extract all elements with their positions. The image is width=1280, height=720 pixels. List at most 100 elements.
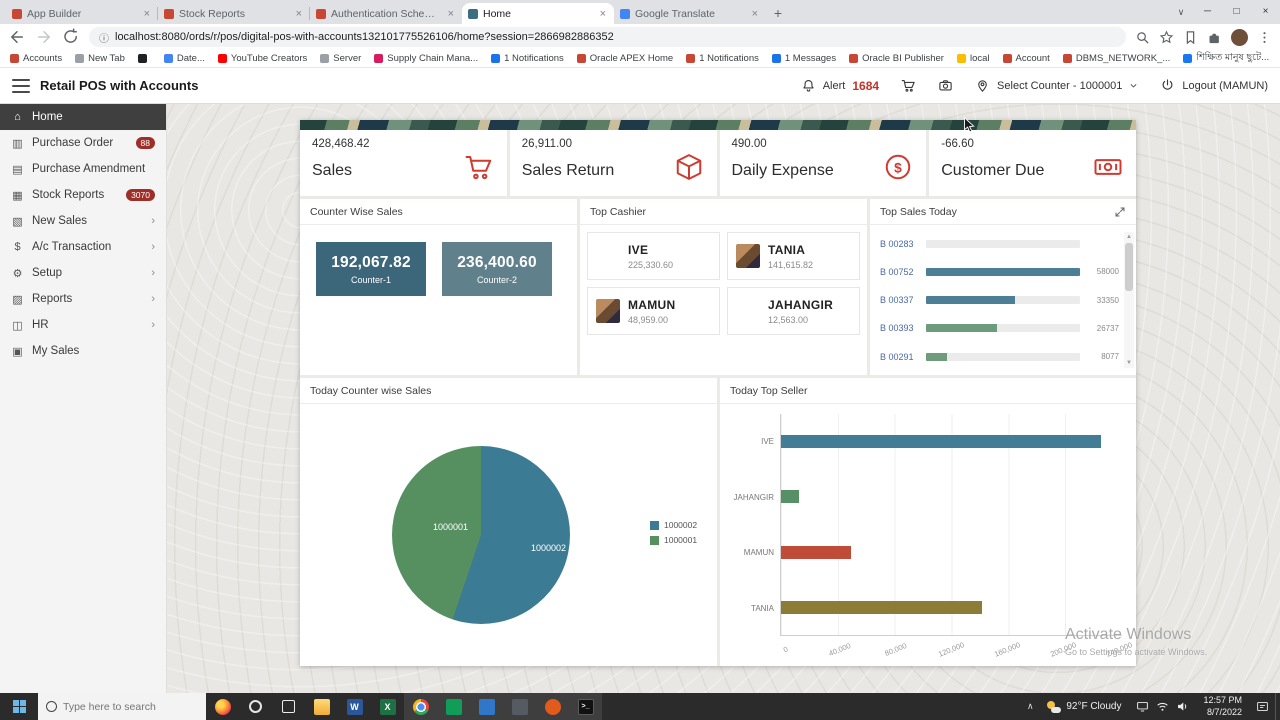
bookmark-item[interactable]: 1 Messages xyxy=(771,53,836,64)
counter-2-tile[interactable]: 236,400.60 Counter-2 xyxy=(442,242,552,296)
show-desktop-button[interactable] xyxy=(1275,693,1280,720)
nav-menu-icon[interactable] xyxy=(12,78,30,93)
bookmark-item[interactable]: New Tab xyxy=(75,53,125,64)
counter-select[interactable]: Select Counter - 1000001 xyxy=(997,79,1123,92)
bookmark-item[interactable]: local xyxy=(956,53,990,64)
alert-count[interactable]: 1684 xyxy=(852,78,880,93)
firefox-icon[interactable] xyxy=(206,693,239,720)
network-icon[interactable] xyxy=(1156,700,1169,713)
back-icon[interactable] xyxy=(8,28,26,46)
pie-legend-item[interactable]: 1000001 xyxy=(650,535,697,545)
java-icon[interactable] xyxy=(536,693,569,720)
taskbar-search[interactable] xyxy=(38,693,206,720)
top-sales-row[interactable]: B 00752 58000 xyxy=(880,260,1119,283)
stat-card-daily-expense[interactable]: 490.00 Daily Expense $ xyxy=(719,130,927,196)
word-icon[interactable]: W xyxy=(338,693,371,720)
bookmark-item[interactable]: Supply Chain Mana... xyxy=(374,53,478,64)
profile-avatar[interactable] xyxy=(1231,28,1248,46)
bookmark-item[interactable]: 1 Notifications xyxy=(491,53,564,64)
counter-pie[interactable] xyxy=(392,446,570,624)
browser-menu-icon[interactable] xyxy=(1257,30,1272,45)
cashier-card-tania[interactable]: TANIA 141,615.82 xyxy=(727,232,860,280)
power-icon[interactable] xyxy=(1160,78,1175,93)
file-explorer-icon[interactable] xyxy=(305,693,338,720)
scrollbar[interactable]: ▲ ▼ xyxy=(1124,232,1134,368)
scroll-up-icon[interactable]: ▲ xyxy=(1126,234,1132,240)
counter-1-tile[interactable]: 192,067.82 Counter-1 xyxy=(316,242,426,296)
cashier-card-jahangir[interactable]: JAHANGIR 12,563.00 xyxy=(727,287,860,335)
sidebar-item-setup[interactable]: ⚙ Setup › xyxy=(0,260,166,286)
taskbar-clock[interactable]: 12:57 PM 8/7/2022 xyxy=(1196,695,1249,718)
tab-google-translate[interactable]: Google Translate × xyxy=(614,3,766,24)
cashier-card-ive[interactable]: IVE 225,330.60 xyxy=(587,232,720,280)
bell-icon[interactable] xyxy=(801,78,816,93)
sidebar-item-new-sales[interactable]: ▧ New Sales › xyxy=(0,208,166,234)
terminal-icon[interactable]: >_ xyxy=(569,693,602,720)
tray-chevron-up-icon[interactable]: ∧ xyxy=(1027,701,1034,711)
bookmark-item[interactable]: শিক্ষিত মানুষ ছুটে... xyxy=(1183,51,1269,66)
forward-icon[interactable] xyxy=(35,28,53,46)
top-sales-row[interactable]: B 00283 xyxy=(880,232,1119,255)
search-icon[interactable] xyxy=(1135,30,1150,45)
tab-authentication-schemes[interactable]: Authentication Schemes × xyxy=(309,3,462,24)
scrollbar-thumb[interactable] xyxy=(1125,243,1133,291)
tab-stock-reports[interactable]: Stock Reports × xyxy=(157,3,310,24)
expand-icon[interactable] xyxy=(1114,206,1126,218)
spreadsheet-icon[interactable] xyxy=(437,693,470,720)
seller-bar-row[interactable] xyxy=(781,435,1122,449)
window-maximize-button[interactable]: □ xyxy=(1233,6,1240,17)
tab-app-builder[interactable]: App Builder × xyxy=(6,3,158,24)
window-close-button[interactable]: × xyxy=(1262,6,1269,17)
sidebar-item-purchase-order[interactable]: ▥ Purchase Order 88 xyxy=(0,130,166,156)
seller-bar-row[interactable] xyxy=(781,490,1122,504)
logout-button[interactable]: Logout (MAMUN) xyxy=(1182,79,1268,92)
bookmark-item[interactable]: DBMS_NETWORK_... xyxy=(1062,53,1170,64)
cart-icon[interactable] xyxy=(901,78,916,93)
stat-card-customer-due[interactable]: -66.60 Customer Due xyxy=(929,130,1136,196)
top-sales-row[interactable]: B 00337 33350 xyxy=(880,289,1119,312)
chrome-icon[interactable] xyxy=(404,693,437,720)
site-info-icon[interactable]: ⓘ xyxy=(99,33,109,45)
bookmark-item[interactable]: Account xyxy=(1002,53,1050,64)
cashier-card-mamun[interactable]: MAMUN 48,959.00 xyxy=(587,287,720,335)
sidebar-item-ac-transaction[interactable]: $ A/c Transaction › xyxy=(0,234,166,260)
new-tab-button[interactable]: + xyxy=(773,5,783,21)
tab-close-icon[interactable]: × xyxy=(447,7,454,20)
tab-close-icon[interactable]: × xyxy=(751,7,758,20)
action-center-icon[interactable] xyxy=(1249,693,1275,720)
seller-bar-row[interactable] xyxy=(781,545,1122,559)
sidebar-item-my-sales[interactable]: ▣ My Sales xyxy=(0,338,166,364)
address-bar[interactable]: ⓘ localhost:8080/ords/r/pos/digital-pos-… xyxy=(89,27,1126,47)
sidebar-item-reports[interactable]: ▨ Reports › xyxy=(0,286,166,312)
sql-developer-icon[interactable] xyxy=(503,693,536,720)
bookmark-star-icon[interactable] xyxy=(1159,30,1174,45)
vscode-icon[interactable] xyxy=(470,693,503,720)
camera-icon[interactable] xyxy=(938,78,953,93)
bookmark-item[interactable]: Server xyxy=(320,53,361,64)
stat-card-sales-return[interactable]: 26,911.00 Sales Return xyxy=(509,130,717,196)
extensions-puzzle-icon[interactable] xyxy=(1207,30,1222,45)
task-view-icon[interactable] xyxy=(272,693,305,720)
sidebar-item-home[interactable]: ⌂ Home xyxy=(0,104,166,130)
tab-search-chevron-icon[interactable]: ∨ xyxy=(1177,7,1185,17)
bookmark-item[interactable]: 1 Notifications xyxy=(686,53,759,64)
tab-close-icon[interactable]: × xyxy=(295,7,302,20)
tab-close-icon[interactable]: × xyxy=(599,7,606,20)
reading-list-icon[interactable] xyxy=(1183,30,1198,45)
tab-close-icon[interactable]: × xyxy=(143,7,150,20)
bookmark-item[interactable]: YouTube Creators xyxy=(217,53,307,64)
bookmark-item[interactable] xyxy=(137,54,151,63)
display-icon[interactable] xyxy=(1136,700,1149,713)
excel-icon[interactable]: X xyxy=(371,693,404,720)
seller-bar-row[interactable] xyxy=(781,600,1122,614)
reload-icon[interactable] xyxy=(62,28,80,46)
taskbar-search-input[interactable] xyxy=(63,700,185,713)
opera-icon[interactable] xyxy=(239,693,272,720)
bookmark-item[interactable]: Date... xyxy=(163,53,205,64)
start-button[interactable] xyxy=(0,693,38,720)
top-sales-row[interactable]: B 00393 26737 xyxy=(880,317,1119,340)
chevron-down-icon[interactable] xyxy=(1129,81,1138,90)
bookmark-item[interactable]: Accounts xyxy=(10,53,62,64)
sidebar-item-purchase-amendment[interactable]: ▤ Purchase Amendment xyxy=(0,156,166,182)
volume-icon[interactable] xyxy=(1176,700,1189,713)
